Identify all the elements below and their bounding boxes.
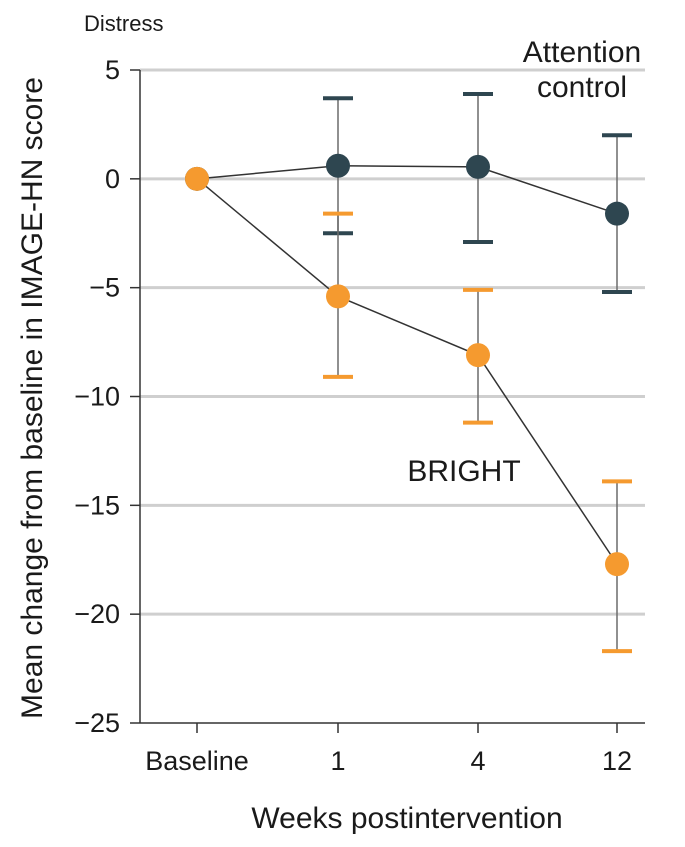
legend-attention-control-line1: Attention: [523, 36, 641, 69]
chart-title: Distress: [84, 11, 163, 36]
bright-line: [196, 178, 618, 565]
y-tick-label: −5: [89, 273, 120, 303]
x-tick-label: 4: [470, 746, 485, 776]
attention-control-point: [466, 154, 490, 179]
attention-control-point: [326, 153, 350, 178]
y-tick-label: 0: [105, 164, 120, 194]
y-tick-label: −15: [74, 490, 120, 520]
x-axis-label: Weeks postintervention: [251, 802, 562, 835]
x-tick-label: 1: [330, 746, 345, 776]
grid-lines: [140, 68, 645, 616]
y-tick-label: −10: [74, 382, 120, 412]
y-tick-label: 5: [105, 55, 120, 85]
bright-point: [326, 284, 350, 309]
legend-bright: BRIGHT: [407, 455, 520, 488]
series: [185, 91, 632, 654]
x-tick-label: 12: [602, 746, 632, 776]
bright-point: [185, 166, 209, 191]
y-axis-label: Mean change from baseline in IMAGE-HN sc…: [16, 77, 49, 719]
bright-point: [605, 552, 629, 577]
attention-control-point: [605, 201, 629, 226]
y-tick-label: −25: [74, 708, 120, 738]
y-tick-label: −20: [74, 599, 120, 629]
attention-control-line: [196, 165, 618, 215]
bright-point: [466, 343, 490, 368]
tick-labels: 5 0 −5 −10 −15 −20 −25 Baseline 1 4 12: [74, 55, 632, 776]
legend-attention-control-line2: control: [537, 71, 627, 104]
axes: [130, 69, 645, 733]
x-tick-label: Baseline: [145, 746, 249, 776]
